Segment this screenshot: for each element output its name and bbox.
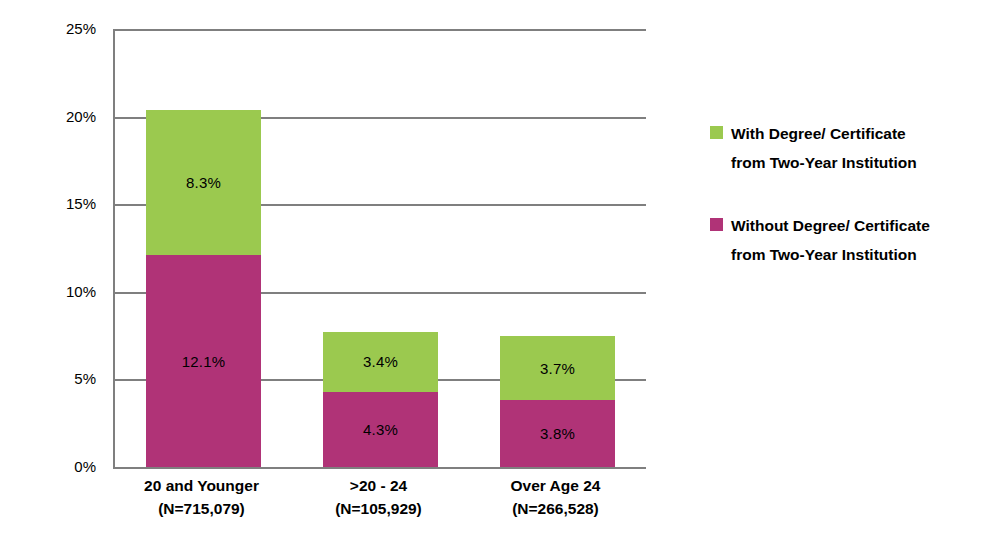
legend-label: Without Degree/ Certificatefrom Two-Year…	[731, 211, 930, 269]
legend-item-with-degree: With Degree/ Certificatefrom Two-Year In…	[710, 119, 986, 177]
y-tick-label: 20%	[66, 106, 96, 128]
bar-1-segment-without: 4.3%	[323, 392, 438, 467]
bar-0-segment-with: 8.3%	[146, 110, 261, 255]
x-category-label-2: Over Age 24(N=266,528)	[446, 474, 666, 520]
data-label: 12.1%	[182, 353, 226, 370]
bar-2-segment-with: 3.7%	[500, 336, 615, 401]
legend-label-line: from Two-Year Institution	[731, 148, 917, 177]
bar-2-segment-without: 3.8%	[500, 400, 615, 467]
bar-2: 3.8% 3.7%	[500, 336, 615, 467]
bar-1-segment-with: 3.4%	[323, 332, 438, 392]
legend: With Degree/ Certificatefrom Two-Year In…	[710, 119, 986, 269]
bar-0-segment-without: 12.1%	[146, 255, 261, 467]
y-tick-label: 25%	[66, 18, 96, 40]
data-label: 3.4%	[363, 353, 398, 370]
legend-label-line: Without Degree/ Certificate	[731, 211, 930, 240]
x-axis-category-labels: 20 and Younger(N=715,079)>20 - 24(N=105,…	[113, 474, 644, 534]
y-tick-label: 10%	[66, 281, 96, 303]
legend-label-line: from Two-Year Institution	[731, 240, 930, 269]
legend-swatch-icon	[710, 218, 723, 231]
category-name: Over Age 24	[446, 474, 666, 497]
gridline-25	[115, 29, 646, 31]
plot-area: 12.1% 8.3% 4.3% 3.4% 3.8% 3.7%	[113, 29, 646, 469]
category-n-count: (N=266,528)	[446, 497, 666, 520]
data-label: 3.8%	[540, 425, 575, 442]
legend-label: With Degree/ Certificatefrom Two-Year In…	[731, 119, 917, 177]
y-tick-label: 5%	[74, 368, 96, 390]
y-tick-label: 15%	[66, 193, 96, 215]
data-label: 4.3%	[363, 421, 398, 438]
legend-item-without-degree: Without Degree/ Certificatefrom Two-Year…	[710, 211, 986, 269]
legend-label-line: With Degree/ Certificate	[731, 119, 917, 148]
y-axis-tick-labels: 0%5%10%15%20%25%	[0, 29, 96, 467]
stacked-bar-chart-figure: 0%5%10%15%20%25% 12.1%8.3%4.3%3.4%3.8%3.…	[0, 0, 988, 540]
legend-swatch-icon	[710, 126, 723, 139]
bar-1: 4.3% 3.4%	[323, 332, 438, 467]
bar-0: 12.1% 8.3%	[146, 110, 261, 467]
data-label: 8.3%	[186, 174, 221, 191]
data-label: 3.7%	[540, 360, 575, 377]
